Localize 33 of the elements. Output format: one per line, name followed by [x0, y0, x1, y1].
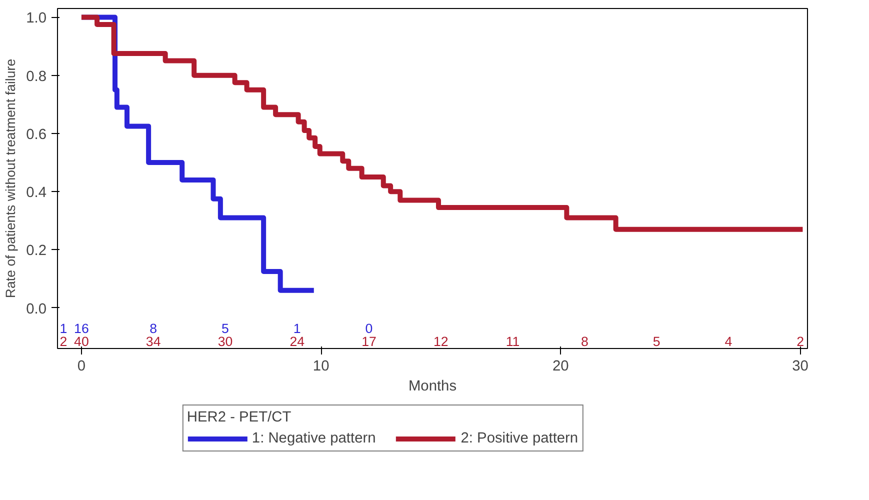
x-tick-label: 20 [552, 358, 569, 374]
x-tick-label: 30 [792, 358, 808, 374]
annotation: 17 [362, 334, 376, 350]
annotation: 5 [222, 321, 229, 336]
y-tick-label: 0.6 [26, 126, 46, 143]
annotation: 34 [146, 334, 162, 350]
annotation: 16 [74, 321, 89, 336]
y-tick-label: 0.0 [26, 301, 46, 318]
y-tick-label: 0.4 [26, 185, 46, 202]
annotation: 5 [652, 334, 660, 350]
legend-label: 2: Positive pattern [460, 430, 578, 446]
x-axis-title: Months [408, 378, 457, 394]
y-tick-label: 0.2 [26, 243, 46, 260]
annotation: 2 [60, 334, 68, 350]
annotation: 2 [796, 334, 804, 350]
y-tick-label: 1.0 [26, 10, 46, 27]
annotation: 1 [60, 321, 68, 336]
x-tick-label: 0 [77, 358, 86, 374]
annotation: 4 [724, 334, 733, 350]
legend-title: HER2 - PET/CT [186, 410, 292, 426]
annotation: 30 [218, 334, 233, 350]
annotation: 11 [506, 334, 520, 350]
annotation: 8 [150, 321, 158, 336]
y-axis-title: Rate of patients without treatment failure [3, 58, 18, 298]
annotation: 8 [580, 334, 588, 350]
y-tick-label: 0.8 [26, 68, 46, 85]
legend-label: 1: Negative pattern [252, 430, 376, 446]
annotation: 1 [293, 321, 301, 336]
x-tick-label: 10 [312, 358, 330, 374]
annotation: 12 [433, 334, 448, 350]
annotation: 24 [290, 334, 306, 350]
annotation: 40 [74, 334, 89, 350]
annotation: 0 [365, 321, 373, 336]
